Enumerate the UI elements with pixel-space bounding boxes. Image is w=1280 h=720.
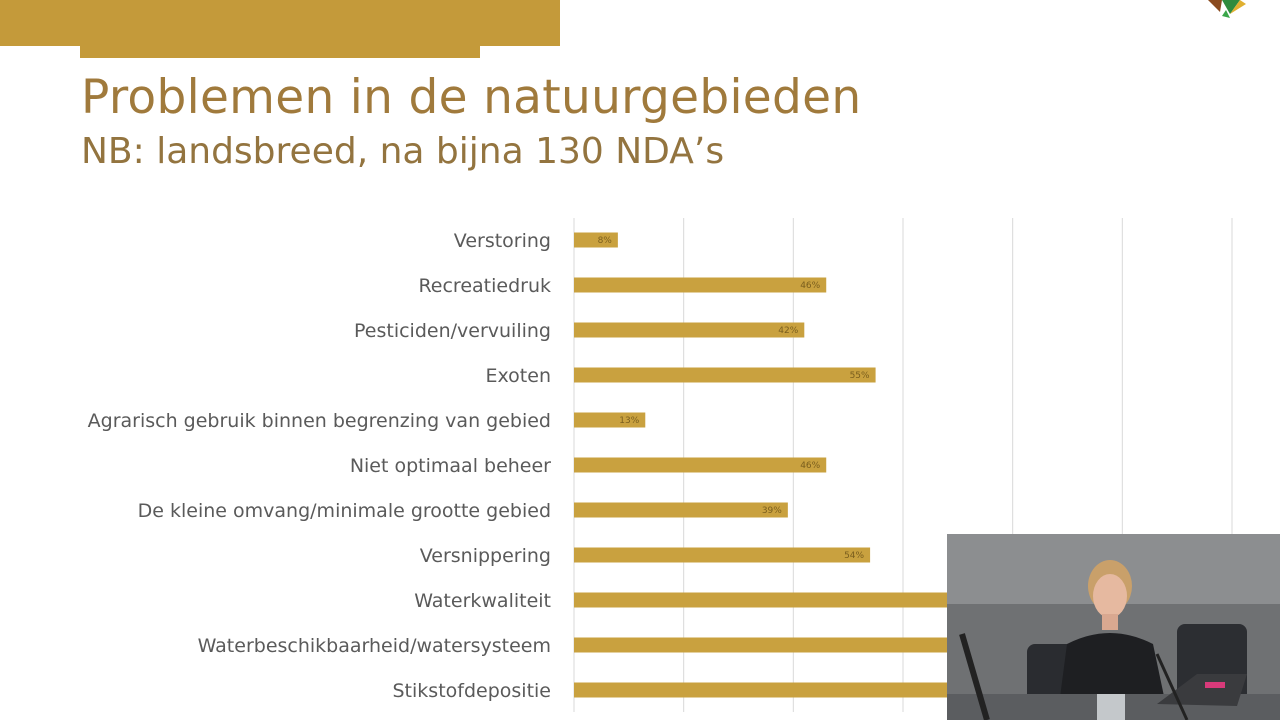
bar: [574, 547, 871, 563]
data-label: 55%: [850, 371, 870, 381]
header-accent-bar: [0, 0, 560, 46]
data-label: 13%: [619, 416, 639, 426]
data-label: 46%: [800, 461, 820, 471]
category-label: Pesticiden/vervuiling: [354, 320, 551, 342]
logo-icon: [1208, 0, 1246, 18]
category-label: Waterkwaliteit: [414, 590, 551, 612]
bar: [574, 592, 1019, 608]
header-accent-underline: [80, 46, 480, 58]
data-label: 46%: [800, 281, 820, 291]
data-label: 42%: [778, 326, 798, 336]
bar: [574, 502, 788, 518]
category-label: Versnippering: [420, 545, 551, 567]
category-label: Verstoring: [454, 230, 551, 252]
bar: [574, 277, 827, 293]
category-label: Agrarisch gebruik binnen begrenzing van …: [88, 410, 551, 432]
category-label: Stikstofdepositie: [393, 680, 552, 702]
person-video-icon: [947, 534, 1280, 720]
category-label: Waterbeschikbaarheid/watersysteem: [198, 635, 551, 657]
data-label: 54%: [844, 551, 864, 561]
bar: [574, 457, 827, 473]
bar: [574, 322, 805, 338]
webcam-overlay: [947, 534, 1280, 720]
slide-title: Problemen in de natuurgebieden: [81, 70, 862, 125]
category-label: Exoten: [486, 365, 551, 387]
bar: [574, 367, 876, 383]
bar: [574, 232, 618, 248]
data-label: 8%: [598, 236, 613, 246]
bar: [574, 412, 646, 428]
category-label: Niet optimaal beheer: [350, 455, 551, 477]
data-label: 39%: [762, 506, 782, 516]
category-label: De kleine omvang/minimale grootte gebied: [138, 500, 551, 522]
category-label: Recreatiedruk: [418, 275, 551, 297]
slide-subtitle: NB: landsbreed, na bijna 130 NDA’s: [81, 131, 725, 172]
